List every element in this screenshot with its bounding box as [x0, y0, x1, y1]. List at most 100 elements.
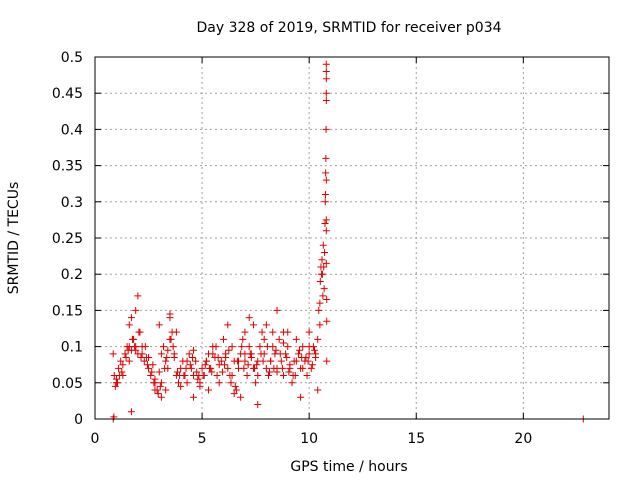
data-point [111, 382, 119, 390]
data-point [292, 357, 300, 365]
data-point [307, 364, 315, 372]
data-point [135, 328, 143, 336]
data-point [218, 368, 226, 376]
data-point [266, 368, 274, 376]
data-point [264, 372, 272, 380]
x-tick-label: 10 [300, 431, 318, 447]
data-point [128, 335, 136, 343]
data-point [167, 335, 175, 343]
data-point [241, 357, 249, 365]
data-point [279, 328, 287, 336]
data-point [297, 393, 305, 401]
data-point [262, 321, 270, 329]
data-point [322, 125, 330, 133]
data-point [314, 386, 322, 394]
data-point [157, 379, 165, 387]
data-point [245, 314, 253, 322]
data-point [316, 277, 324, 285]
data-point [222, 353, 230, 361]
data-point [232, 386, 240, 394]
x-tick-label: 15 [407, 431, 425, 447]
data-point [321, 191, 329, 199]
data-point [220, 335, 227, 343]
data-point [163, 353, 171, 361]
data-point [322, 169, 330, 177]
data-point [221, 361, 229, 369]
data-point [155, 368, 163, 376]
data-point [316, 299, 324, 307]
data-point [319, 292, 327, 300]
data-point [273, 368, 281, 376]
data-point [322, 75, 330, 83]
data-point [194, 375, 202, 383]
data-point [172, 328, 180, 336]
data-point [201, 361, 209, 369]
data-point [285, 368, 293, 376]
data-point [186, 361, 194, 369]
data-point [196, 379, 204, 387]
y-tick-label: 0.25 [52, 231, 83, 247]
data-point [166, 314, 174, 322]
data-point [225, 346, 233, 354]
data-points [109, 60, 587, 423]
y-tick-label: 0.45 [52, 86, 83, 102]
data-point [322, 67, 330, 75]
data-point [305, 343, 313, 351]
data-point [240, 364, 248, 372]
y-tick-label: 0.2 [61, 267, 83, 283]
data-point [183, 357, 191, 365]
data-point [117, 357, 125, 365]
data-point [160, 343, 168, 351]
data-point [183, 379, 191, 387]
data-point [132, 306, 140, 314]
chart-title: Day 328 of 2019, SRMTID for receiver p03… [196, 20, 501, 36]
data-point [206, 364, 214, 372]
x-axis-label: GPS time / hours [290, 459, 407, 475]
data-point [127, 408, 135, 416]
data-point [314, 335, 322, 343]
data-point [156, 382, 164, 390]
data-point [322, 216, 330, 224]
x-tick-label: 0 [91, 431, 100, 447]
data-point [292, 335, 300, 343]
data-point [251, 364, 259, 372]
ticks: 0 0.05 0.1 0.15 0.2 0.25 0.3 0.35 0.4 0.45 0.5 0 5 10… [52, 50, 609, 447]
data-point [162, 386, 170, 394]
data-point [296, 346, 304, 354]
data-point [273, 306, 281, 314]
data-point [283, 353, 291, 361]
data-point [154, 390, 162, 398]
data-point [288, 379, 296, 387]
data-point [131, 343, 139, 351]
data-point [157, 393, 165, 401]
data-point [161, 364, 169, 372]
data-point [245, 343, 253, 351]
y-tick-label: 0.3 [61, 195, 83, 211]
data-point [322, 259, 330, 267]
data-point [321, 198, 329, 206]
x-tick-label: 5 [198, 431, 207, 447]
y-tick-label: 0.05 [52, 376, 83, 392]
data-point [311, 346, 319, 354]
data-point [141, 343, 149, 351]
data-point [169, 343, 177, 351]
data-point [276, 350, 284, 358]
data-point [247, 353, 255, 361]
data-point [176, 372, 184, 380]
data-point [134, 292, 142, 300]
data-point [260, 335, 268, 343]
data-point [112, 375, 120, 383]
data-point [214, 353, 222, 361]
data-point [198, 364, 206, 372]
data-point [279, 372, 287, 380]
data-point [323, 296, 331, 304]
data-point [195, 372, 203, 380]
data-point [270, 364, 278, 372]
data-point [151, 375, 159, 383]
data-point [132, 346, 140, 354]
data-point [312, 350, 320, 358]
y-tick-label: 0.15 [52, 303, 83, 319]
data-point [244, 361, 252, 369]
data-point [119, 361, 127, 369]
